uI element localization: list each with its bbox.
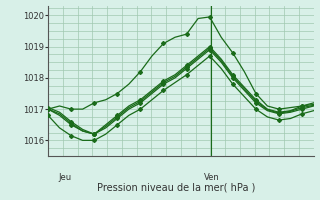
- Text: Jeu: Jeu: [59, 173, 72, 182]
- Text: Ven: Ven: [204, 173, 219, 182]
- Text: Pression niveau de la mer( hPa ): Pression niveau de la mer( hPa ): [97, 182, 255, 192]
